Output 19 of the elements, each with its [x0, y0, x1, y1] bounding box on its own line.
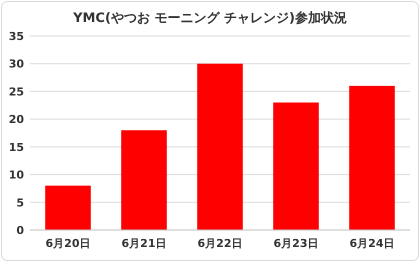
y-tick-label: 30	[8, 58, 24, 71]
bar	[349, 86, 395, 230]
x-tick-label: 6月20日	[46, 237, 90, 250]
x-tick-label: 6月24日	[350, 237, 394, 250]
y-tick-label: 0	[16, 224, 24, 237]
y-tick-label: 10	[8, 168, 24, 182]
x-tick-label: 6月21日	[122, 237, 166, 250]
bar	[45, 186, 91, 230]
x-tick-label: 6月22日	[198, 237, 242, 250]
y-tick-label: 20	[8, 113, 24, 126]
x-tick-label: 6月23日	[274, 237, 318, 250]
y-tick-label: 5	[16, 196, 24, 210]
y-tick-label: 35	[8, 30, 24, 43]
bar	[273, 102, 319, 230]
y-tick-label: 15	[8, 140, 24, 154]
bar	[197, 64, 243, 230]
y-tick-label: 25	[8, 85, 24, 98]
chart-title: YMC(やつお モーニング チャレンジ)参加状況	[72, 10, 347, 26]
bar	[121, 130, 167, 230]
